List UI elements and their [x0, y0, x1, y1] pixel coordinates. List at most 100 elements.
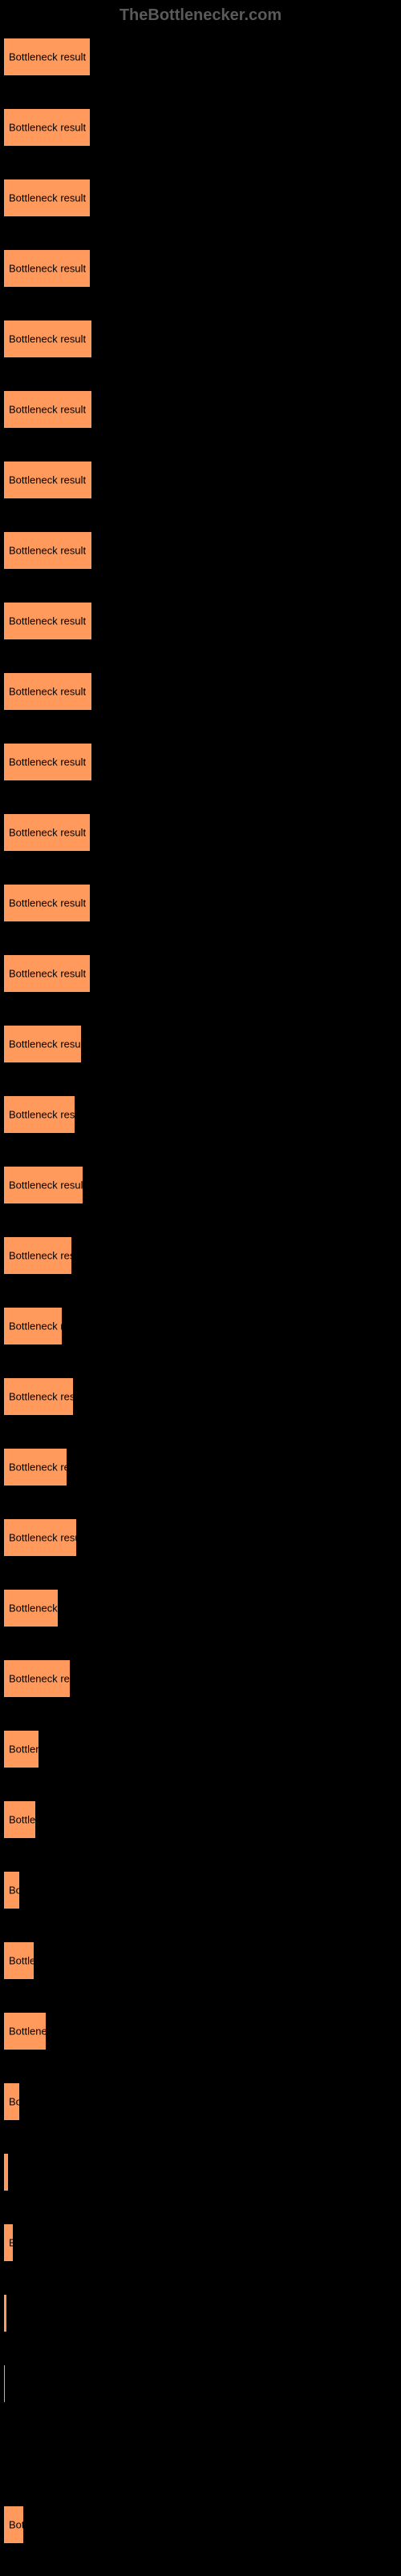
- bar-row: Bottleneck result: [3, 249, 398, 288]
- watermark-text: TheBottlenecker.com: [119, 6, 282, 24]
- bar-row: Bottleneck result: [3, 320, 398, 358]
- bar: Bottleneck result: [3, 38, 91, 76]
- bar-row: Bottleneck result: [3, 1730, 398, 1768]
- bar-row: Bottleneck result: [3, 1448, 398, 1486]
- bar: Bottleneck result: [3, 743, 92, 781]
- bar-label: Bottleneck result: [9, 2519, 24, 2531]
- bar-row: Bottleneck result: [3, 2294, 398, 2332]
- bar-row: Bottleneck result: [3, 108, 398, 147]
- bar: Bottleneck result: [3, 1518, 77, 1557]
- bar-label: Bottleneck result: [9, 1250, 72, 1262]
- bar-row: Bottleneck result: [3, 743, 398, 781]
- bar-row: Bottleneck result: [3, 1166, 398, 1204]
- bar-label: Bottleneck result: [9, 1885, 20, 1897]
- bar-row: Bottleneck result: [3, 461, 398, 499]
- bar: Bottleneck result: [3, 1095, 75, 1134]
- bar-label: Bottleneck result: [9, 968, 86, 980]
- bar-row: Bottleneck result: [3, 179, 398, 217]
- bar-label: Bottleneck result: [9, 404, 86, 416]
- bar-chart: Bottleneck result Bottleneck result Bottle…: [0, 38, 401, 2544]
- bar: Bottleneck result: [3, 1448, 67, 1486]
- bar: Bottleneck result: [3, 1730, 39, 1768]
- bar: Bottleneck result: [3, 1166, 83, 1204]
- bar: Bottleneck result: [3, 2012, 47, 2050]
- bar-label: Bottleneck result: [9, 1602, 59, 1615]
- bar: Bottleneck result: [3, 1659, 71, 1698]
- bar: Bottleneck result: [3, 813, 91, 852]
- bar-label: Bottleneck result: [9, 1461, 67, 1473]
- bar: Bottleneck result: [3, 320, 92, 358]
- bar-row: Bottleneck result: [3, 1377, 398, 1416]
- bar: Bottleneck result: [3, 461, 92, 499]
- bar: Bottleneck result: [3, 179, 91, 217]
- bar: Bottleneck result: [3, 531, 92, 570]
- bar-label: Bottleneck result: [9, 545, 86, 557]
- bar: Bottleneck result: [3, 1377, 74, 1416]
- bar-label: Bottleneck result: [9, 263, 86, 275]
- bar: Bottleneck result: [3, 2082, 20, 2121]
- bar-label: Bottleneck result: [9, 897, 86, 909]
- bar: Bottleneck result: [3, 1307, 63, 1345]
- bar-row: Bottleneck result: [3, 2082, 398, 2121]
- bar-row: Bottleneck result: [3, 1518, 398, 1557]
- bar-label: Bottleneck result: [9, 1038, 82, 1050]
- bar: Bottleneck result: [3, 1589, 59, 1627]
- bar-row: Bottleneck result: [3, 1659, 398, 1698]
- bar: Bottleneck result: [3, 2435, 5, 2473]
- bar-label: Bottleneck result: [9, 2237, 14, 2249]
- bar-label: Bottleneck result: [9, 2026, 47, 2038]
- bar-row: Bottleneck result: [3, 1095, 398, 1134]
- bar-row: Bottleneck result: [3, 38, 398, 76]
- bar-label: Bottleneck result: [9, 686, 86, 698]
- bar-row: Bottleneck result: [3, 1589, 398, 1627]
- bar-label: Bottleneck result: [9, 1744, 39, 1756]
- bar-label: Bottleneck result: [9, 122, 86, 134]
- bar-label: Bottleneck result: [9, 1955, 34, 1967]
- bar: Bottleneck result: [3, 2294, 7, 2332]
- bar-row: Bottleneck result: [3, 531, 398, 570]
- bar: Bottleneck result: [3, 2223, 14, 2262]
- bar: Bottleneck result: [3, 884, 91, 922]
- bar: Bottleneck result: [3, 672, 92, 711]
- bar-row: Bottleneck result: [3, 1307, 398, 1345]
- bar: Bottleneck result: [3, 1800, 36, 1839]
- bar-label: Bottleneck result: [9, 1814, 36, 1826]
- bar-row: Bottleneck result: [3, 1871, 398, 1909]
- bar-row: Bottleneck result: [3, 672, 398, 711]
- bar-row: Bottleneck result: [3, 2012, 398, 2050]
- bar-row: Bottleneck result: [3, 2435, 398, 2473]
- bar-row: Bottleneck result: [3, 2364, 398, 2403]
- bar-row: Bottleneck result: [3, 813, 398, 852]
- bar-row: Bottleneck result: [3, 1236, 398, 1275]
- bar-row: Bottleneck result: [3, 1800, 398, 1839]
- bar-label: Bottleneck result: [9, 2096, 20, 2108]
- bar-row: Bottleneck result: [3, 2505, 398, 2544]
- bar-label: Bottleneck result: [9, 827, 86, 839]
- bar-label: Bottleneck result: [9, 615, 86, 627]
- bar: Bottleneck result: [3, 1871, 20, 1909]
- bar-row: Bottleneck result: [3, 2223, 398, 2262]
- bar: Bottleneck result: [3, 1025, 82, 1063]
- bar-row: Bottleneck result: [3, 884, 398, 922]
- bar-row: Bottleneck result: [3, 602, 398, 640]
- bar: Bottleneck result: [3, 1236, 72, 1275]
- bar-label: Bottleneck result: [9, 1179, 83, 1191]
- bar-label: Bottleneck result: [9, 756, 86, 768]
- bar-row: Bottleneck result: [3, 1941, 398, 1980]
- bar-label: Bottleneck result: [9, 1673, 71, 1685]
- bar-row: Bottleneck result: [3, 1025, 398, 1063]
- bar-row: Bottleneck result: [3, 2153, 398, 2191]
- bar-label: Bottleneck result: [9, 333, 86, 345]
- bar: Bottleneck result: [3, 2364, 6, 2403]
- bar: Bottleneck result: [3, 2505, 24, 2544]
- bar: Bottleneck result: [3, 602, 92, 640]
- bar-label: Bottleneck result: [9, 1109, 75, 1121]
- bar-row: Bottleneck result: [3, 390, 398, 429]
- bar-label: Bottleneck result: [9, 1391, 74, 1403]
- bar: Bottleneck result: [3, 1941, 34, 1980]
- bar: Bottleneck result: [3, 108, 91, 147]
- bar: Bottleneck result: [3, 249, 91, 288]
- bar-label: Bottleneck result: [9, 1532, 77, 1544]
- bar-label: Bottleneck result: [9, 51, 86, 63]
- bar: Bottleneck result: [3, 954, 91, 993]
